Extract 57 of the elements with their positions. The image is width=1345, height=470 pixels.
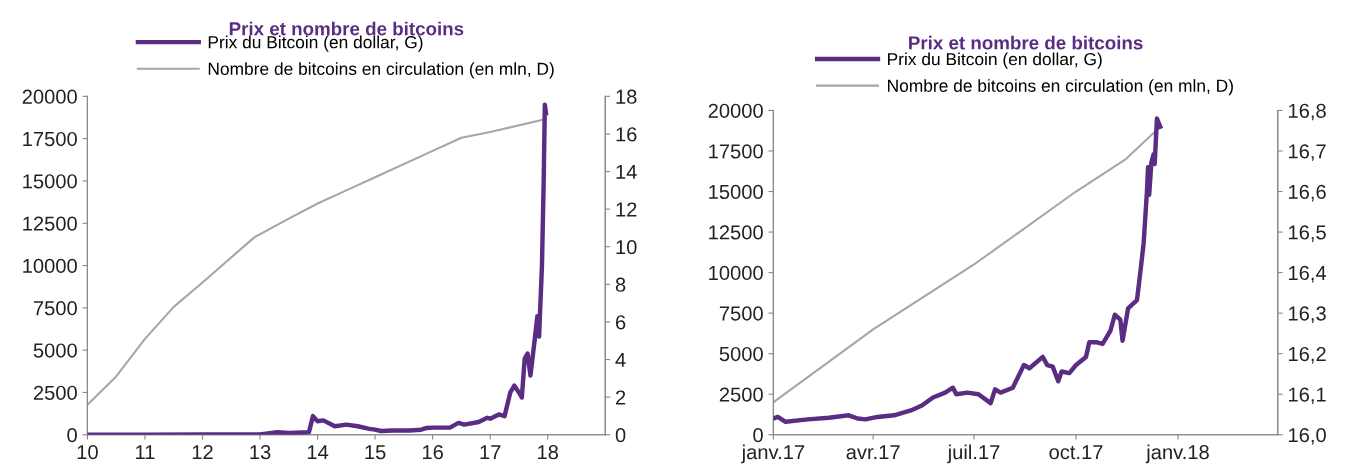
legend-label: Prix du Bitcoin (en dollar, G) (888, 52, 1102, 69)
y2-tick-label: 6 (615, 315, 626, 330)
y2-tick-label: 16,2 (1289, 346, 1326, 364)
x-tick-label: 15 (365, 445, 386, 460)
y-tick-label: 17500 (23, 131, 77, 147)
y2-tick-label: 16,0 (1289, 427, 1326, 445)
y2-tick-label: 14 (616, 164, 637, 179)
y-tick-label: 15000 (709, 184, 763, 200)
x-tick-label: 12 (192, 445, 213, 460)
y-tick-label: 7500 (33, 301, 77, 316)
y2-tick-label: 16,1 (1289, 387, 1326, 405)
x-tick-label: 11 (136, 445, 155, 460)
legend-label: Nombre de bitcoins en circulation (en mln, D) (208, 62, 554, 79)
y2-tick-label: 16,3 (1289, 306, 1326, 324)
y2-tick-label: 16,7 (1289, 144, 1326, 161)
x-tick-label: janv.17 (741, 444, 805, 464)
y2-tick-label: 8 (615, 277, 626, 292)
x-tick-label: 10 (77, 445, 98, 460)
y2-tick-label: 18 (616, 89, 637, 104)
y2-tick-label: 0 (615, 427, 626, 443)
y2-tick-label: 16 (616, 127, 637, 142)
legend-label: Nombre de bitcoins en circulation (en mln, D) (888, 79, 1233, 96)
y-tick-label: 20000 (708, 103, 763, 118)
y-tick-label: 2500 (33, 385, 77, 400)
y-tick-label: 12500 (709, 225, 763, 240)
chart-title: Prix et nombre de bitcoins (909, 35, 1143, 50)
y2-tick-label: 10 (616, 239, 637, 255)
x-tick-label: 18 (538, 445, 559, 460)
y-tick-label: 2500 (719, 387, 763, 402)
y2-tick-label: 16,5 (1289, 225, 1326, 242)
y-tick-label: 7500 (719, 306, 763, 321)
y-tick-label: 5000 (719, 346, 763, 362)
x-tick-label: 14 (307, 445, 329, 460)
x-tick-label: oct.17 (1049, 445, 1103, 460)
y-tick-label: 0 (753, 427, 763, 443)
y-tick-label: 0 (67, 427, 77, 443)
y-tick-label: 10000 (709, 265, 763, 281)
y-tick-label: 10000 (23, 258, 77, 274)
y-tick-label: 20000 (22, 89, 77, 104)
chart-title: Prix et nombre de bitcoins (229, 21, 464, 36)
legend-label: Prix du Bitcoin (en dollar, G) (208, 35, 423, 52)
y-tick-label: 5000 (33, 343, 77, 358)
x-tick-label: 13 (250, 445, 271, 460)
y-tick-label: 12500 (23, 216, 77, 231)
y2-tick-label: 16,6 (1289, 184, 1326, 202)
y-tick-label: 15000 (23, 174, 77, 189)
y2-tick-label: 4 (615, 352, 626, 367)
y2-tick-label: 16,8 (1289, 103, 1326, 121)
x-tick-label: 17 (480, 445, 501, 460)
y-tick-label: 17500 (709, 144, 763, 159)
x-tick-label: juil.17 (947, 444, 1000, 464)
y2-tick-label: 12 (616, 202, 637, 217)
x-tick-label: 16 (422, 445, 443, 460)
x-tick-label: avr.17 (846, 445, 900, 460)
y2-tick-label: 2 (615, 390, 626, 405)
x-tick-label: janv.18 (1145, 444, 1209, 464)
y2-tick-label: 16,4 (1289, 265, 1327, 283)
